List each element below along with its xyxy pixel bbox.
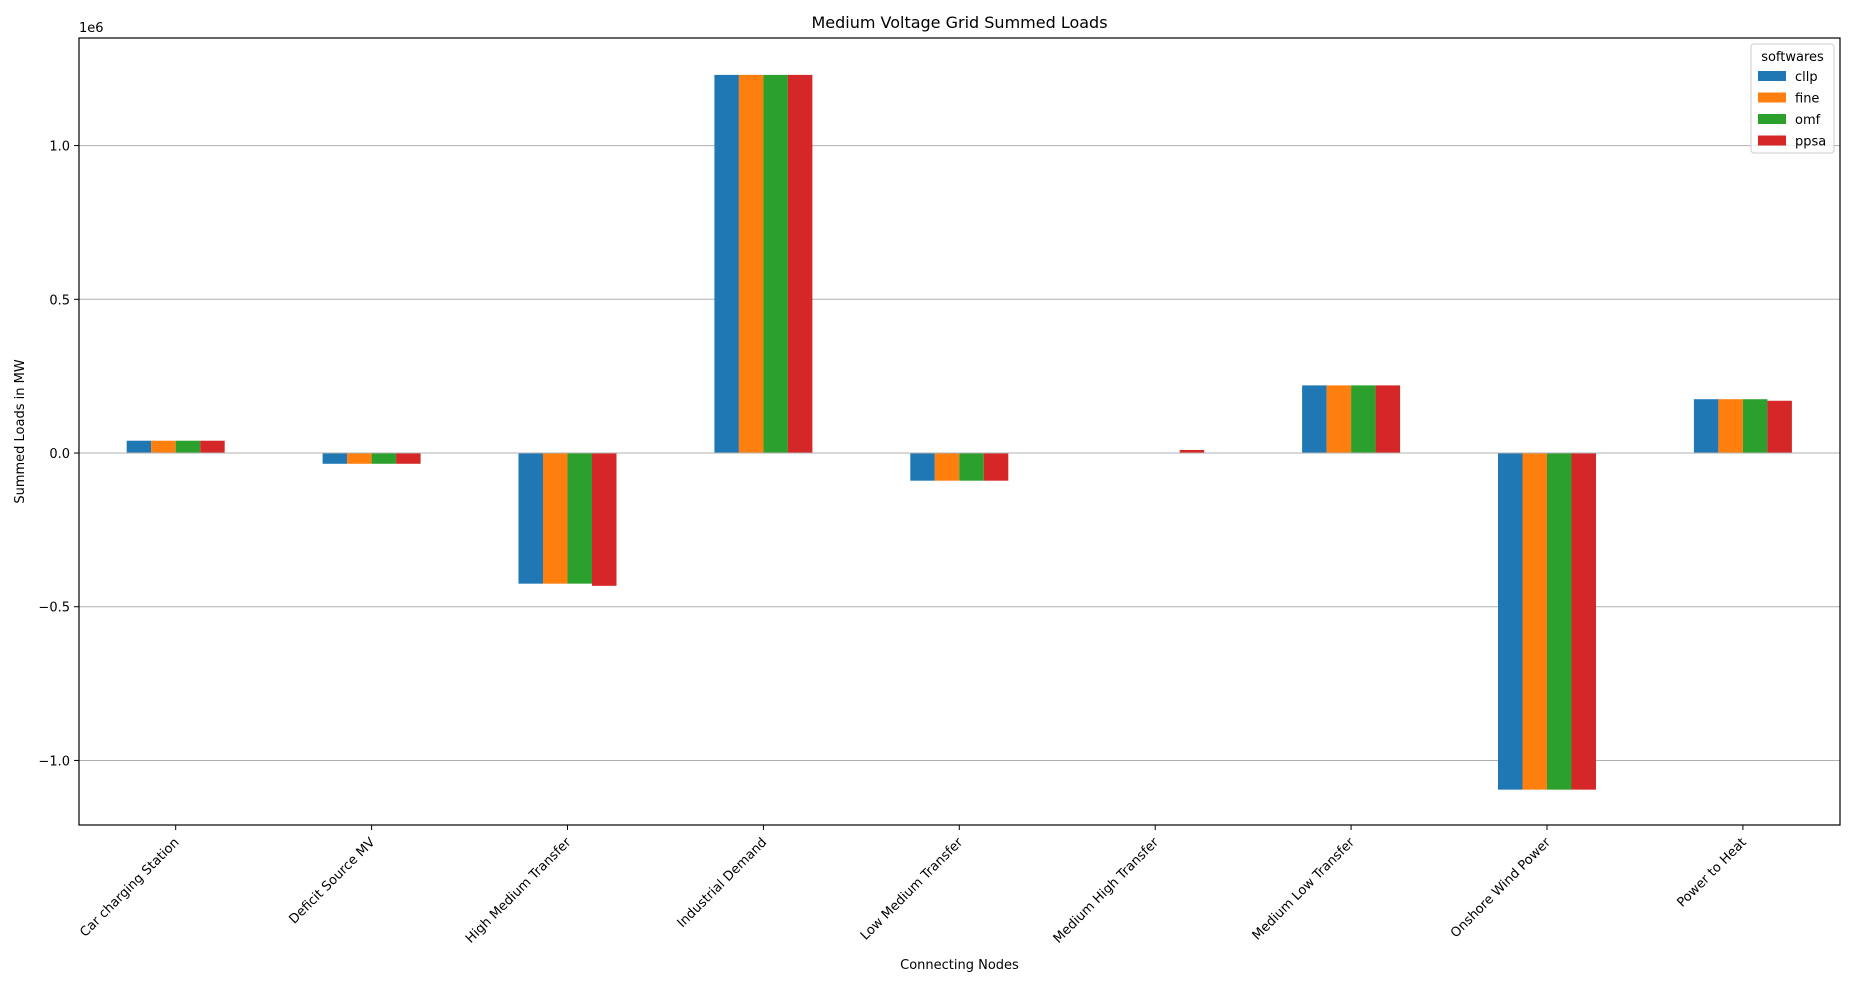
bar-fine [151,440,176,454]
y-tick-label: −0.5 [38,601,70,616]
bar-fine [543,453,568,584]
bar-ppsa [200,440,225,454]
y-tick-label: 1.0 [49,140,70,155]
bar-omf [1547,453,1572,790]
bar-omf [1351,385,1376,454]
bar-omf [763,74,788,454]
bar-cllp [714,74,739,454]
bar-ppsa [396,453,421,464]
bar-fine [738,74,764,454]
bar-cllp [1693,399,1719,454]
y-axis: −1.0 −0.5 0.0 0.5 1.0 [38,140,79,769]
legend-label-ppsa: ppsa [1795,135,1826,150]
legend-swatch-cllp [1758,71,1786,81]
chart-title: Medium Voltage Grid Summed Loads [811,13,1107,32]
legend-swatch-fine [1758,92,1786,103]
bars-layer [126,74,1792,790]
legend: softwares cllp fine omf ppsa [1750,43,1835,154]
bar-omf [175,440,201,454]
bar-fine [1522,453,1547,790]
bar-cllp [1302,385,1327,454]
bar-omf [371,453,397,464]
y-tick-label: 0.5 [49,293,70,308]
bar-cllp [910,453,935,481]
bar-cllp [518,453,543,584]
y-offset-label: 1e6 [79,21,104,36]
legend-title: softwares [1761,50,1824,65]
y-tick-label: −1.0 [38,754,70,769]
bar-ppsa [592,453,617,586]
bar-ppsa [1375,385,1401,454]
legend-label-fine: fine [1795,92,1819,107]
legend-swatch-omf [1758,114,1786,124]
x-axis-label: Connecting Nodes [900,958,1019,973]
bar-fine [1718,399,1743,454]
legend-label-omf: omf [1795,113,1821,128]
bar-ppsa [1571,453,1596,790]
bar-cllp [126,440,152,454]
bar-ppsa [787,74,813,454]
bar-fine [1326,385,1352,454]
legend-swatch-ppsa [1758,135,1786,146]
y-tick-label: 0.0 [49,447,70,462]
legend-label-cllp: cllp [1795,70,1818,85]
y-axis-label: Summed Loads in MW [13,359,28,503]
bar-ppsa [983,453,1009,481]
bar-omf [959,453,984,481]
bar-ppsa [1767,400,1792,454]
bar-omf [567,453,592,584]
bar-cllp [1498,453,1523,790]
bar-fine [347,453,372,464]
bar-omf [1742,399,1768,454]
bar-cllp [322,453,348,464]
bar-fine [934,453,960,481]
bar-ppsa [1179,449,1205,454]
